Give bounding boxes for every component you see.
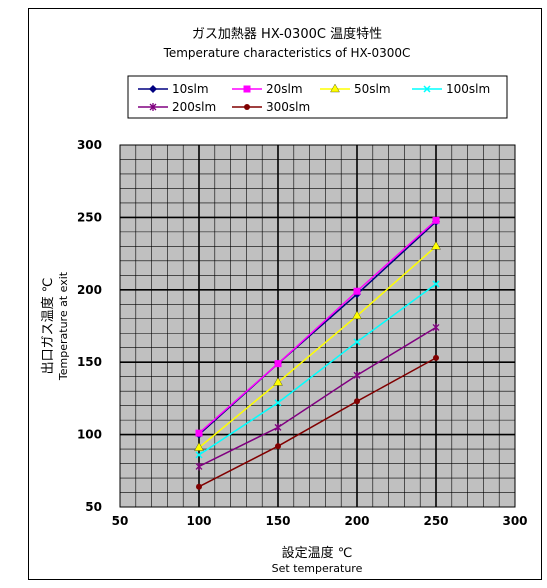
x-tick-label: 200 <box>344 514 369 528</box>
legend-entry: 50slm <box>320 82 391 96</box>
series-200slm <box>195 323 440 471</box>
data-point <box>275 443 281 450</box>
data-point <box>195 462 203 471</box>
x-tick-label: 150 <box>265 514 290 528</box>
data-point <box>432 216 440 224</box>
data-point <box>354 398 360 405</box>
data-point <box>244 104 250 110</box>
chart-title: ガス加熱器 HX-0300C 温度特性 <box>192 26 382 42</box>
legend-entry: 300slm <box>232 100 310 114</box>
legend: 10slm 20slm 50slm 100slm 200slm 300slm <box>127 75 508 119</box>
data-point <box>274 399 282 407</box>
chart-subtitle: Temperature characteristics of HX-0300C <box>163 46 411 60</box>
series-line <box>198 245 437 449</box>
legend-label: 20slm <box>266 82 303 96</box>
series-20slm <box>195 216 440 437</box>
y-tick-label: 300 <box>77 138 102 152</box>
data-point <box>274 423 282 432</box>
tick-labels: 50 100 150 200 250 300 50 100 150 200 250 300 <box>77 138 528 528</box>
data-point <box>432 280 440 288</box>
legend-label: 10slm <box>172 82 209 96</box>
legend-entry: 200slm <box>138 100 216 114</box>
data-point <box>195 451 203 459</box>
data-point <box>274 360 282 368</box>
legend-entry: 20slm <box>232 82 303 96</box>
x-axis-label-en: Set temperature <box>272 562 363 575</box>
x-tick-label: 100 <box>186 514 211 528</box>
data-point <box>423 85 431 93</box>
series-line <box>198 326 437 468</box>
gridlines <box>120 145 515 507</box>
x-tick-label: 250 <box>423 514 448 528</box>
legend-label: 50slm <box>354 82 391 96</box>
y-tick-label: 200 <box>77 283 102 297</box>
y-axis-label: 出口ガス温度 ℃ <box>40 278 56 375</box>
data-point <box>243 85 251 93</box>
y-tick-label: 100 <box>77 428 102 442</box>
series-layer <box>194 216 441 490</box>
legend-entry: 100slm <box>412 82 490 96</box>
series-line <box>198 219 437 434</box>
series-50slm <box>194 241 441 451</box>
data-point <box>273 377 283 386</box>
legend-label: 100slm <box>446 82 490 96</box>
x-axis-label: 設定温度 ℃ <box>282 545 353 561</box>
legend-label: 200slm <box>172 100 216 114</box>
legend-label: 300slm <box>266 100 310 114</box>
legend-box <box>127 75 508 119</box>
data-point <box>149 103 157 111</box>
data-point <box>194 442 204 451</box>
plot-area <box>119 144 516 508</box>
data-point <box>432 323 440 332</box>
x-tick-label: 50 <box>112 514 129 528</box>
data-point <box>195 429 203 437</box>
data-point <box>353 338 361 346</box>
series-300slm <box>196 354 439 490</box>
data-point <box>431 241 441 250</box>
y-tick-label: 50 <box>85 500 102 514</box>
y-axis-label-en: Temperature at exit <box>57 271 70 381</box>
series-100slm <box>195 280 440 459</box>
data-point <box>330 83 340 93</box>
x-tick-label: 300 <box>502 514 527 528</box>
data-point <box>433 354 439 361</box>
data-point <box>353 287 361 295</box>
data-point <box>149 85 157 93</box>
series-line <box>198 283 437 456</box>
data-point <box>353 371 361 380</box>
data-point <box>196 483 202 490</box>
series-line <box>198 357 437 488</box>
y-tick-label: 150 <box>77 355 102 369</box>
y-tick-label: 250 <box>77 210 102 224</box>
legend-entry: 10slm <box>138 82 209 96</box>
data-point <box>352 310 362 320</box>
